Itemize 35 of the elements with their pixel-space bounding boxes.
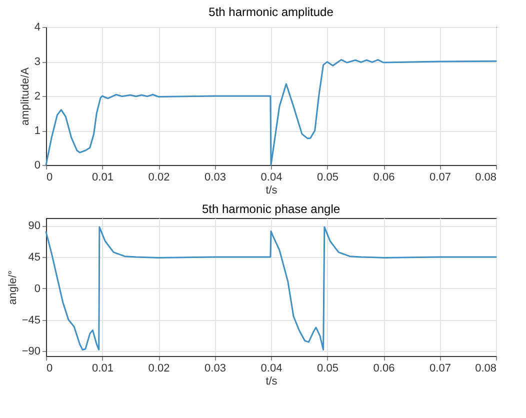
x-axis-title: t/s xyxy=(266,376,278,388)
y-axis-title: angle/° xyxy=(6,270,19,305)
y-tick-label: 45 xyxy=(28,252,40,264)
x-tick-label: 0.02 xyxy=(148,172,170,184)
x-tick-label: 0.03 xyxy=(204,362,226,374)
y-tick-label: 2 xyxy=(34,90,40,102)
x-tick-label: 0 xyxy=(46,172,53,184)
line-series xyxy=(45,226,497,350)
x-tick-label: 0.01 xyxy=(92,172,114,184)
y-tick-label: 0 xyxy=(34,160,40,172)
x-tick-label: 0.07 xyxy=(430,362,451,374)
x-tick-label: 0.07 xyxy=(430,172,451,184)
y-tick-label: 1 xyxy=(34,125,40,137)
x-tick-label: 0 xyxy=(46,362,53,374)
x-tick-label: 0.04 xyxy=(260,362,282,374)
y-tick-label: 4 xyxy=(34,22,40,34)
y-tick-label: −90 xyxy=(22,346,40,358)
x-axis-title: t/s xyxy=(266,184,278,196)
x-tick-label: 0.05 xyxy=(317,362,338,374)
y-tick-label: 90 xyxy=(28,220,40,232)
y-tick-label: 0 xyxy=(34,282,40,295)
x-tick-label: 0.03 xyxy=(204,172,226,184)
y-tick-label: −45 xyxy=(22,314,40,326)
x-tick-label: 0.08 xyxy=(475,362,496,374)
x-tick-label: 0.06 xyxy=(373,172,395,184)
chart-title: 5th harmonic amplitude xyxy=(208,5,334,19)
y-axis-title: amplitude/A xyxy=(19,66,32,126)
x-tick-label: 0.08 xyxy=(475,172,496,184)
x-tick-label: 0.01 xyxy=(92,362,114,374)
chart-title: 5th harmonic phase angle xyxy=(202,202,340,216)
x-tick-label: 0.05 xyxy=(317,172,338,184)
x-tick-label: 0.06 xyxy=(373,362,395,374)
x-tick-label: 0.04 xyxy=(260,172,282,184)
x-tick-label: 0.02 xyxy=(148,362,170,374)
y-tick-label: 3 xyxy=(34,56,40,68)
